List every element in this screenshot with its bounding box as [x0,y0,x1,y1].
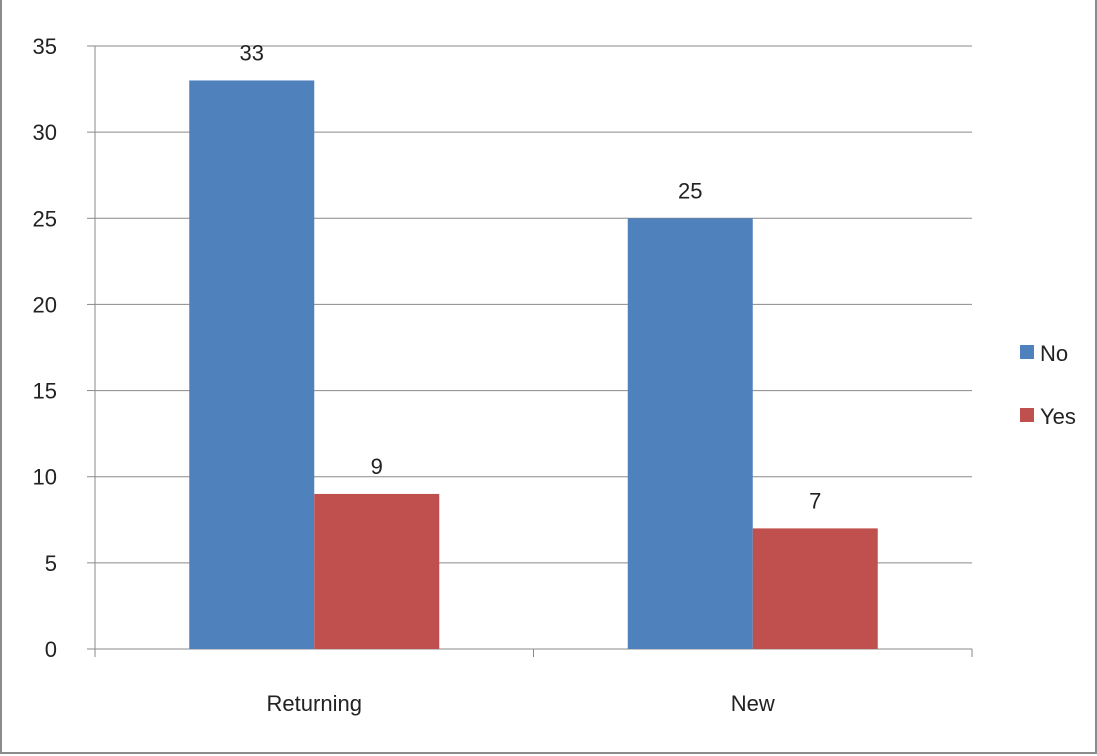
legend-label-no: No [1040,341,1068,366]
data-label: 33 [240,40,264,65]
bar-yes-new [752,528,878,649]
bar-yes-returning [314,493,440,649]
y-tick-label: 30 [33,120,57,145]
y-tick-label: 25 [33,206,57,231]
data-labels: 33 9 25 7 [240,40,822,513]
bars [189,80,878,650]
data-label: 25 [678,178,702,203]
legend-swatch-yes [1020,408,1034,422]
y-tick-label: 5 [45,551,57,576]
y-tick-label: 15 [33,379,57,404]
data-label: 9 [371,454,383,479]
legend-label-yes: Yes [1040,404,1076,429]
bar-no-returning [189,80,315,649]
data-label: 7 [809,488,821,513]
x-category-label: Returning [267,691,362,716]
legend: No Yes [1020,341,1076,429]
y-tick-label: 20 [33,292,57,317]
y-tick-label: 0 [45,637,57,662]
axes: 0 5 10 15 20 25 30 35 Returning New [33,34,973,716]
x-category-label: New [731,691,775,716]
y-tick-label: 10 [33,465,57,490]
y-tick-label: 35 [33,34,57,59]
legend-swatch-no [1020,345,1034,359]
bar-no-new [627,218,753,650]
